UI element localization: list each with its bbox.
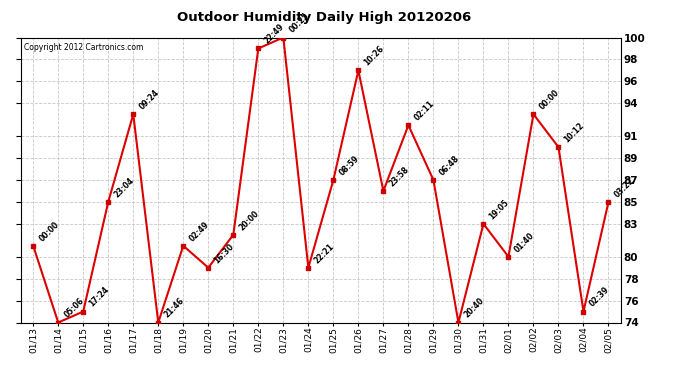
Text: 02:11: 02:11 — [413, 99, 436, 122]
Text: 22:49: 22:49 — [262, 22, 286, 46]
Text: 21:46: 21:46 — [162, 296, 186, 320]
Text: 00:00: 00:00 — [37, 220, 61, 243]
Text: 16:30: 16:30 — [213, 242, 236, 265]
Text: 09:24: 09:24 — [137, 88, 161, 111]
Text: 23:58: 23:58 — [388, 165, 411, 188]
Text: 20:40: 20:40 — [462, 296, 486, 320]
Text: Outdoor Humidity Daily High 20120206: Outdoor Humidity Daily High 20120206 — [177, 11, 471, 24]
Text: 02:39: 02:39 — [588, 285, 611, 309]
Text: 01:40: 01:40 — [513, 231, 536, 254]
Text: 20:00: 20:00 — [237, 209, 261, 232]
Text: 10:12: 10:12 — [562, 121, 586, 144]
Text: 00:25: 00:25 — [288, 11, 310, 35]
Text: 08:59: 08:59 — [337, 154, 361, 177]
Text: 17:24: 17:24 — [88, 285, 111, 309]
Text: 23:04: 23:04 — [112, 176, 136, 199]
Text: 19:05: 19:05 — [488, 198, 511, 221]
Text: 05:06: 05:06 — [62, 296, 86, 320]
Text: 03:22: 03:22 — [613, 176, 636, 199]
Text: 06:48: 06:48 — [437, 154, 461, 177]
Text: 10:26: 10:26 — [362, 44, 386, 68]
Text: 22:21: 22:21 — [313, 242, 336, 265]
Text: Copyright 2012 Cartronics.com: Copyright 2012 Cartronics.com — [23, 43, 143, 52]
Text: 02:49: 02:49 — [188, 220, 211, 243]
Text: 00:00: 00:00 — [538, 88, 561, 111]
